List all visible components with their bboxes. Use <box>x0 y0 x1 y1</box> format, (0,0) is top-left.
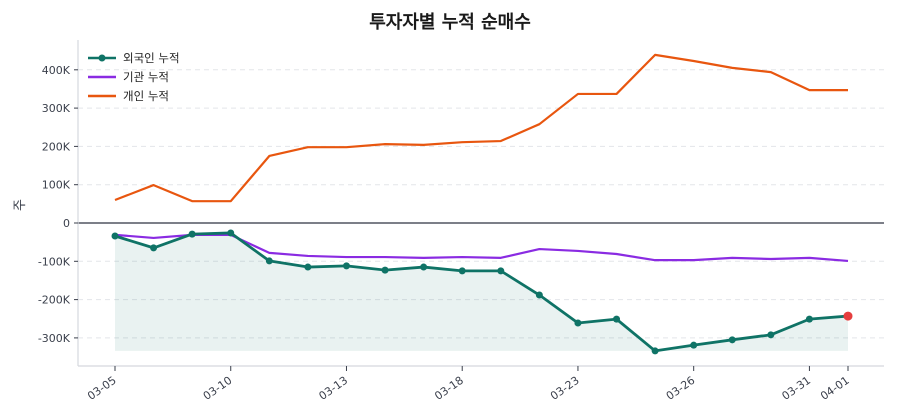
y-tick-label: 100K <box>42 179 71 192</box>
axes <box>77 40 884 367</box>
data-point <box>535 291 543 299</box>
y-tick-label: 200K <box>42 140 71 153</box>
data-point <box>728 336 736 344</box>
legend-label: 기관 누적 <box>123 70 169 84</box>
x-tick-label: 03-31 <box>779 374 813 403</box>
x-tick-label: 03-18 <box>432 374 466 403</box>
latest-point-marker <box>843 311 853 321</box>
data-point <box>767 331 775 339</box>
y-tick-label: -100K <box>38 255 71 268</box>
data-point <box>227 229 235 237</box>
data-point <box>574 319 582 327</box>
data-point <box>342 262 350 270</box>
series-line <box>114 231 849 353</box>
y-tick-label: 400K <box>42 64 71 77</box>
data-point <box>420 263 428 271</box>
x-tick-label: 03-05 <box>85 374 119 403</box>
x-tick-label: 03-26 <box>664 374 698 403</box>
x-tick-label: 04-01 <box>818 374 852 403</box>
x-tick-label: 03-23 <box>548 374 582 403</box>
data-point <box>381 266 389 274</box>
x-tick-labels: 03-05 03-10 03-13 03-18 03-23 03-26 03-31 04-01 <box>85 366 852 403</box>
chart-title: 투자자별 누적 순매수 <box>369 12 531 33</box>
data-point <box>111 232 119 240</box>
legend-label: 외국인 누적 <box>123 51 180 65</box>
x-tick-label: 03-13 <box>317 374 351 403</box>
y-axis-label: 주 <box>13 199 28 211</box>
data-point <box>458 267 466 275</box>
foreign-fill-area <box>115 232 848 351</box>
data-point <box>805 315 813 323</box>
series-lines <box>111 53 853 355</box>
data-point <box>613 315 621 323</box>
data-point <box>304 263 312 271</box>
y-tick-label: 300K <box>42 102 71 115</box>
y-tick-label: -300K <box>38 332 71 345</box>
data-point <box>690 341 698 349</box>
data-point <box>150 244 158 252</box>
y-tick-label: 0 <box>63 217 70 230</box>
y-tick-label: -200K <box>38 294 71 307</box>
data-point <box>497 267 505 275</box>
y-tick-labels: -300K -200K -100K 0 100K 200K 300K 400K <box>38 64 78 345</box>
series-line <box>114 53 848 203</box>
data-point <box>265 257 273 265</box>
data-point <box>188 230 196 238</box>
data-point <box>651 347 659 355</box>
x-tick-label: 03-10 <box>201 374 235 403</box>
legend-label: 개인 누적 <box>123 89 169 103</box>
